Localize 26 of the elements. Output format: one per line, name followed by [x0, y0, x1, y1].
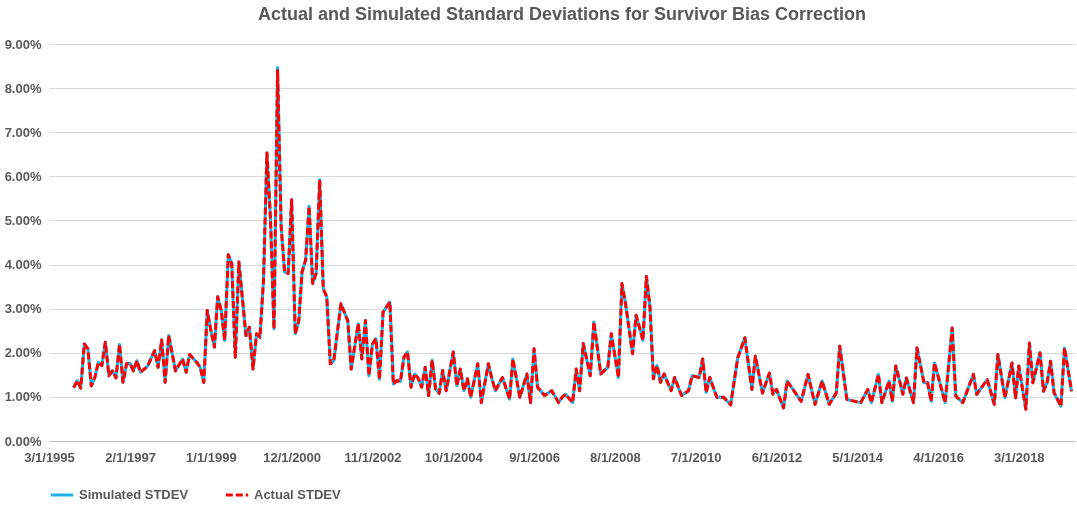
y-tick-label: 8.00% [4, 80, 42, 96]
legend-label: Actual STDEV [254, 487, 342, 502]
y-tick-label: 5.00% [4, 212, 42, 228]
y-tick-label: 3.00% [4, 301, 42, 317]
x-tick-label: 7/1/2010 [670, 449, 722, 465]
chart-title: Actual and Simulated Standard Deviations for Survivor Bias Correction [257, 4, 867, 24]
x-tick-label: 11/1/2002 [344, 449, 402, 465]
legend-label: Simulated STDEV [79, 487, 189, 502]
y-tick-label: 0.00% [4, 433, 42, 449]
x-tick-label: 3/1/2018 [993, 449, 1045, 465]
y-tick-label: 9.00% [4, 36, 42, 52]
x-tick-label: 6/1/2012 [751, 449, 803, 465]
x-tick-label: 4/1/2016 [913, 449, 964, 465]
x-tick-label: 12/1/2000 [263, 449, 322, 465]
x-tick-label: 5/1/2014 [832, 449, 884, 465]
x-tick-label: 8/1/2008 [590, 449, 641, 465]
x-tick-label: 1/1/1999 [186, 449, 237, 465]
y-tick-label: 7.00% [4, 124, 42, 140]
y-tick-label: 4.00% [4, 257, 42, 273]
x-tick-label: 3/1/1995 [24, 449, 75, 465]
y-tick-label: 1.00% [4, 389, 42, 405]
x-tick-label: 2/1/1997 [105, 449, 156, 465]
y-tick-label: 6.00% [4, 168, 42, 184]
x-tick-label: 9/1/2006 [509, 449, 560, 465]
y-tick-label: 2.00% [4, 345, 42, 361]
x-tick-label: 10/1/2004 [424, 449, 484, 465]
